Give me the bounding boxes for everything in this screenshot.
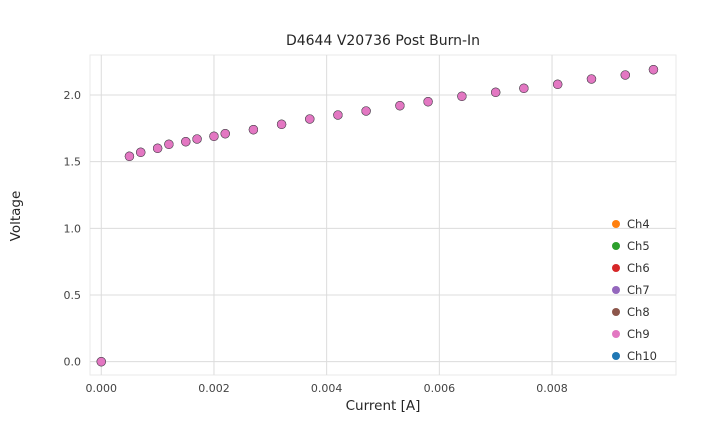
legend-label: Ch9 (627, 327, 650, 341)
legend-marker-icon (612, 330, 620, 338)
legend: Ch4 Ch5 Ch6 Ch7 Ch8 Ch9 Ch10 (612, 213, 657, 367)
data-point-Ch9 (192, 134, 202, 144)
x-tick-label: 0.006 (424, 382, 456, 395)
data-point-Ch9 (136, 147, 146, 157)
data-point-Ch9 (620, 70, 630, 80)
data-point-Ch9 (648, 65, 659, 75)
legend-marker-icon (612, 286, 620, 294)
legend-item-Ch9: Ch9 (612, 323, 657, 345)
legend-label: Ch7 (627, 283, 650, 297)
data-point-Ch9 (220, 129, 230, 139)
legend-label: Ch4 (627, 217, 650, 231)
data-point-Ch9 (586, 74, 597, 84)
legend-item-Ch5: Ch5 (612, 235, 657, 257)
legend-marker-icon (612, 220, 620, 228)
chart-title: D4644 V20736 Post Burn-In (285, 33, 481, 49)
x-tick-label: 0.000 (86, 382, 118, 395)
legend-label: Ch6 (627, 261, 650, 275)
legend-label: Ch5 (627, 239, 650, 253)
data-point-Ch9 (519, 83, 529, 93)
data-point-Ch9 (96, 357, 106, 367)
data-point-Ch9 (423, 97, 433, 107)
legend-item-Ch10: Ch10 (612, 345, 657, 367)
data-point-Ch9 (181, 137, 191, 147)
x-axis-label: Current [A] (345, 398, 421, 414)
legend-item-Ch8: Ch8 (612, 301, 657, 323)
plot-background (89, 54, 677, 376)
x-tick-label: 0.008 (536, 382, 568, 395)
data-point-Ch9 (305, 114, 315, 124)
data-point-Ch9 (491, 87, 501, 97)
y-tick-label: 0.5 (64, 289, 82, 302)
data-point-Ch9 (276, 119, 287, 129)
legend-marker-icon (612, 242, 620, 250)
data-point-Ch9 (209, 131, 219, 141)
y-tick-label: 0.0 (64, 356, 82, 369)
data-point-Ch9 (124, 151, 135, 161)
legend-label: Ch10 (627, 349, 657, 363)
y-tick-label: 2.0 (64, 89, 82, 102)
data-point-Ch9 (333, 110, 343, 120)
legend-marker-icon (612, 308, 620, 316)
y-tick-label: 1.5 (64, 156, 82, 169)
y-axis-label: Voltage (8, 190, 24, 242)
legend-label: Ch8 (627, 305, 650, 319)
legend-marker-icon (612, 264, 620, 272)
data-point-Ch9 (553, 79, 563, 89)
data-point-Ch9 (152, 143, 163, 153)
data-point-Ch9 (248, 125, 259, 135)
legend-item-Ch6: Ch6 (612, 257, 657, 279)
y-tick-label: 1.0 (64, 222, 82, 235)
data-point-Ch9 (457, 91, 467, 101)
data-point-Ch9 (164, 139, 174, 149)
x-tick-label: 0.004 (311, 382, 343, 395)
data-point-Ch9 (395, 101, 405, 111)
data-point-Ch9 (361, 106, 371, 116)
legend-item-Ch7: Ch7 (612, 279, 657, 301)
x-tick-label: 0.002 (198, 382, 230, 395)
legend-marker-icon (612, 352, 620, 360)
legend-item-Ch4: Ch4 (612, 213, 657, 235)
